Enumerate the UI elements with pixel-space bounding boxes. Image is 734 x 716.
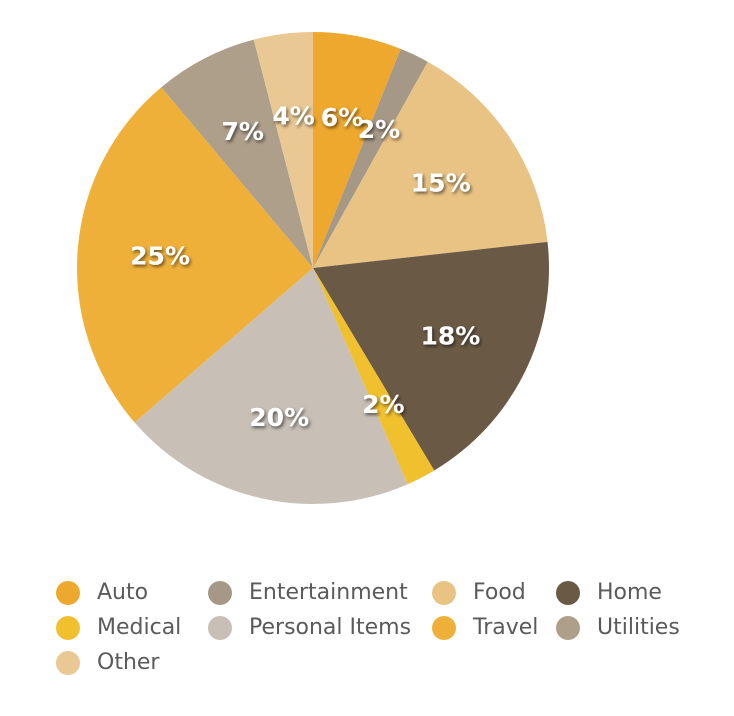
data-label-other: 4%	[272, 101, 314, 130]
pie-slice-entertainment	[313, 48, 428, 268]
legend-label: Travel	[473, 615, 539, 640]
legend-label: Food	[473, 580, 526, 605]
data-label-travel: 25%	[130, 241, 190, 270]
legend-label: Medical	[97, 615, 182, 640]
data-label-food: 15%	[411, 169, 471, 198]
data-label-medical: 2%	[362, 390, 404, 419]
legend-swatch-food	[432, 580, 456, 605]
pie-slices	[77, 32, 550, 505]
legend-item-medical: Medical	[56, 615, 208, 640]
legend-item-travel: Travel	[432, 615, 556, 640]
pie-slice-travel	[77, 87, 314, 423]
legend-item-utilities: Utilities	[556, 615, 716, 640]
pie-slice-home	[313, 241, 550, 471]
legend-label: Home	[597, 580, 662, 605]
pie-slice-utilities	[161, 39, 313, 269]
pie-slice-medical	[313, 268, 435, 485]
legend-swatch-medical	[56, 615, 80, 640]
legend-item-entertainment: Entertainment	[208, 580, 432, 605]
pie-slice-food	[313, 61, 548, 268]
legend-swatch-utilities	[556, 615, 580, 640]
pie-slice-personal-items	[134, 268, 408, 505]
legend-swatch-home	[556, 580, 580, 605]
legend-swatch-entertainment	[208, 580, 232, 605]
data-label-entertainment: 2%	[358, 115, 400, 144]
data-label-personal-items: 20%	[249, 403, 309, 432]
pie-data-labels: 6%2%15%18%2%20%25%7%4%	[130, 101, 480, 432]
legend-item-auto: Auto	[56, 580, 208, 605]
legend-item-other: Other	[56, 650, 208, 675]
legend-label: Other	[97, 650, 160, 675]
legend-swatch-travel	[432, 615, 456, 640]
legend-swatch-other	[56, 650, 80, 675]
data-label-home: 18%	[421, 322, 481, 351]
legend-item-personal-items: Personal Items	[208, 615, 432, 640]
legend-label: Auto	[97, 580, 149, 605]
pie-slice-auto	[313, 32, 401, 268]
legend-label: Personal Items	[249, 615, 412, 640]
data-label-auto: 6%	[321, 103, 363, 132]
legend-label: Entertainment	[249, 580, 408, 605]
chart-legend: Auto Entertainment Food Home Medical Personal…	[56, 580, 716, 675]
legend-item-home: Home	[556, 580, 716, 605]
legend-swatch-personal-items	[208, 615, 232, 640]
data-label-utilities: 7%	[221, 117, 263, 146]
legend-swatch-auto	[56, 580, 80, 605]
pie-slice-other	[253, 32, 313, 268]
legend-label: Utilities	[597, 615, 680, 640]
legend-item-food: Food	[432, 580, 556, 605]
